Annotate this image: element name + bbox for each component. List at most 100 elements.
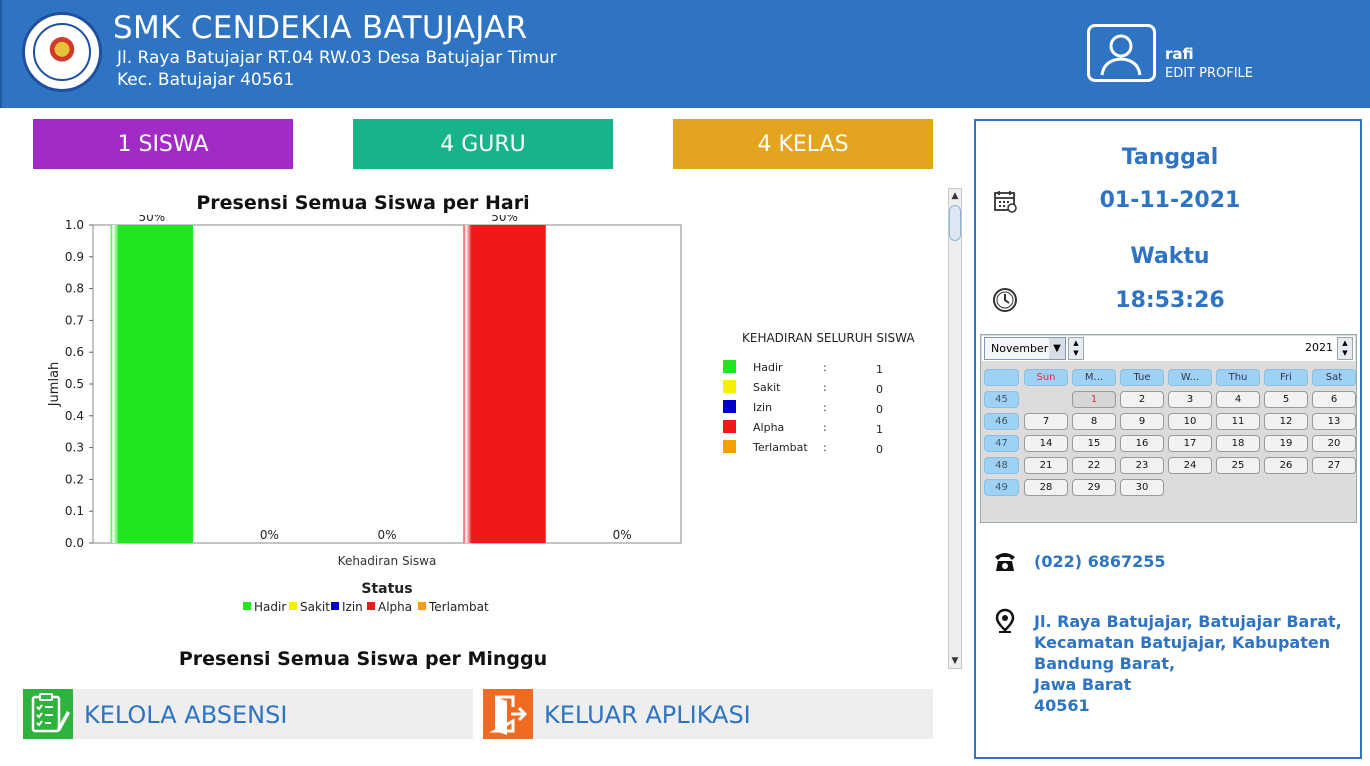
legend-swatch	[243, 602, 251, 610]
calendar-day[interactable]: 24	[1168, 457, 1212, 474]
side-legend-count: 1	[876, 363, 883, 376]
bar-data-label: 0%	[260, 528, 279, 542]
side-legend-sep: :	[823, 421, 827, 434]
y-tick-label: 0.0	[65, 536, 84, 550]
x-axis-label: Status	[361, 581, 412, 597]
calendar-day[interactable]: 29	[1072, 479, 1116, 496]
user-avatar-icon[interactable]	[1087, 24, 1156, 82]
side-legend-count: 1	[876, 423, 883, 436]
calendar-week-number: 45	[984, 391, 1019, 408]
y-tick-label: 0.6	[65, 345, 84, 359]
daily-attendance-chart: 0.0 0.1 0.2 0.3 0.4 0.5 0.6 0.7 0.8 0.9 1.0 Jumlah 5…	[47, 215, 915, 614]
edit-profile-link[interactable]: EDIT PROFILE	[1165, 66, 1254, 81]
school-address-line2: Kec. Batujajar 40561	[117, 70, 295, 90]
calendar-day[interactable]: 2	[1120, 391, 1164, 408]
year-spinner[interactable]: ▲ ▼	[1337, 337, 1353, 360]
address-line: Kecamatan Batujajar, Kabupaten	[1034, 633, 1331, 652]
calendar-day[interactable]: 7	[1024, 413, 1068, 430]
clipboard-icon	[23, 689, 73, 739]
keluar-aplikasi-label: KELUAR APLIKASI	[544, 701, 751, 729]
y-tick-label: 0.1	[65, 504, 84, 518]
calendar-day[interactable]: 20	[1312, 435, 1356, 452]
x-category-label: Kehadiran Siswa	[338, 554, 437, 568]
bar-data-label: 50%	[138, 215, 165, 224]
school-name: SMK CENDEKIA BATUJAJAR	[113, 10, 528, 46]
calendar-day[interactable]: 5	[1264, 391, 1308, 408]
calendar-day[interactable]: 19	[1264, 435, 1308, 452]
kelas-count-tile[interactable]: 4 KELAS	[673, 119, 933, 169]
calendar-day[interactable]: 15	[1072, 435, 1116, 452]
month-select-value: November	[991, 342, 1049, 355]
calendar-day[interactable]: 27	[1312, 457, 1356, 474]
keluar-aplikasi-button[interactable]: KELUAR APLIKASI	[483, 689, 933, 739]
calendar-day[interactable]: 9	[1120, 413, 1164, 430]
calendar-day[interactable]: 8	[1072, 413, 1116, 430]
calendar-day[interactable]: 6	[1312, 391, 1356, 408]
calendar-day[interactable]: 3	[1168, 391, 1212, 408]
guru-count-tile[interactable]: 4 GURU	[353, 119, 613, 169]
scroll-thumb[interactable]	[949, 205, 961, 241]
kelola-absensi-button[interactable]: KELOLA ABSENSI	[23, 689, 473, 739]
side-legend-sep: :	[823, 381, 827, 394]
clock-icon	[992, 287, 1018, 313]
y-tick-label: 0.2	[65, 472, 84, 486]
y-tick-label: 0.3	[65, 441, 84, 455]
side-legend-swatch	[723, 360, 736, 373]
calendar-day[interactable]: 21	[1024, 457, 1068, 474]
side-legend-sep: :	[823, 401, 827, 414]
calendar-day[interactable]: 18	[1216, 435, 1260, 452]
bar-alpha	[463, 225, 546, 543]
legend-entry: Izin	[342, 600, 363, 614]
legend-swatch	[331, 602, 339, 610]
month-select[interactable]: November ▼	[984, 337, 1066, 360]
calendar-day[interactable]: 14	[1024, 435, 1068, 452]
calendar-day-header: M...	[1072, 369, 1116, 386]
side-legend-swatch	[723, 380, 736, 393]
calendar-day[interactable]: 11	[1216, 413, 1260, 430]
address-line: Bandung Barat,	[1034, 654, 1176, 673]
side-legend-name: Alpha	[753, 421, 784, 434]
legend-swatch	[289, 602, 297, 610]
calendar-day[interactable]: 1	[1072, 391, 1116, 408]
calendar-day[interactable]: 4	[1216, 391, 1260, 408]
calendar-day[interactable]: 10	[1168, 413, 1212, 430]
calendar-day[interactable]: 26	[1264, 457, 1308, 474]
bar-data-label: 0%	[613, 528, 632, 542]
y-tick-label: 1.0	[65, 218, 84, 232]
weekly-chart-title: Presensi Semua Siswa per Minggu	[178, 648, 548, 670]
bar-hadir	[110, 225, 193, 543]
calendar-day[interactable]: 17	[1168, 435, 1212, 452]
calendar-week-number: 46	[984, 413, 1019, 430]
calendar-day[interactable]: 30	[1120, 479, 1164, 496]
legend-entry: Terlambat	[428, 600, 489, 614]
waktu-value: 18:53:26	[1115, 288, 1225, 313]
legend-swatch	[418, 602, 426, 610]
side-legend-count: 0	[876, 383, 883, 396]
calendar-header-corner	[984, 369, 1019, 386]
y-tick-label: 0.5	[65, 377, 84, 391]
calendar-day-header: W...	[1168, 369, 1212, 386]
y-tick-label: 0.7	[65, 313, 84, 327]
chart-scrollbar[interactable]: ▲ ▼	[948, 188, 962, 669]
scroll-up-icon[interactable]: ▲	[951, 191, 959, 201]
calendar-day[interactable]: 25	[1216, 457, 1260, 474]
calendar-day-header: Thu	[1216, 369, 1260, 386]
side-legend-count: 0	[876, 403, 883, 416]
calendar-day[interactable]: 22	[1072, 457, 1116, 474]
scroll-down-icon[interactable]: ▼	[951, 656, 959, 666]
calendar-day[interactable]: 13	[1312, 413, 1356, 430]
calendar-day[interactable]: 12	[1264, 413, 1308, 430]
side-legend-sep: :	[823, 361, 827, 374]
year-value: 2021	[1305, 341, 1333, 354]
bar-data-label: 50%	[491, 215, 518, 224]
siswa-count-tile[interactable]: 1 SISWA	[33, 119, 293, 169]
calendar-day[interactable]: 16	[1120, 435, 1164, 452]
calendar-day[interactable]: 23	[1120, 457, 1164, 474]
address-line: Jawa Barat	[1034, 675, 1132, 694]
user-name: rafi	[1165, 45, 1194, 63]
calendar-day-header: Tue	[1120, 369, 1164, 386]
side-legend-title: KEHADIRAN SELURUH SISWA	[742, 331, 915, 345]
month-spinner[interactable]: ▲ ▼	[1068, 337, 1084, 360]
legend-entry: Sakit	[300, 600, 330, 614]
calendar-day[interactable]: 28	[1024, 479, 1068, 496]
